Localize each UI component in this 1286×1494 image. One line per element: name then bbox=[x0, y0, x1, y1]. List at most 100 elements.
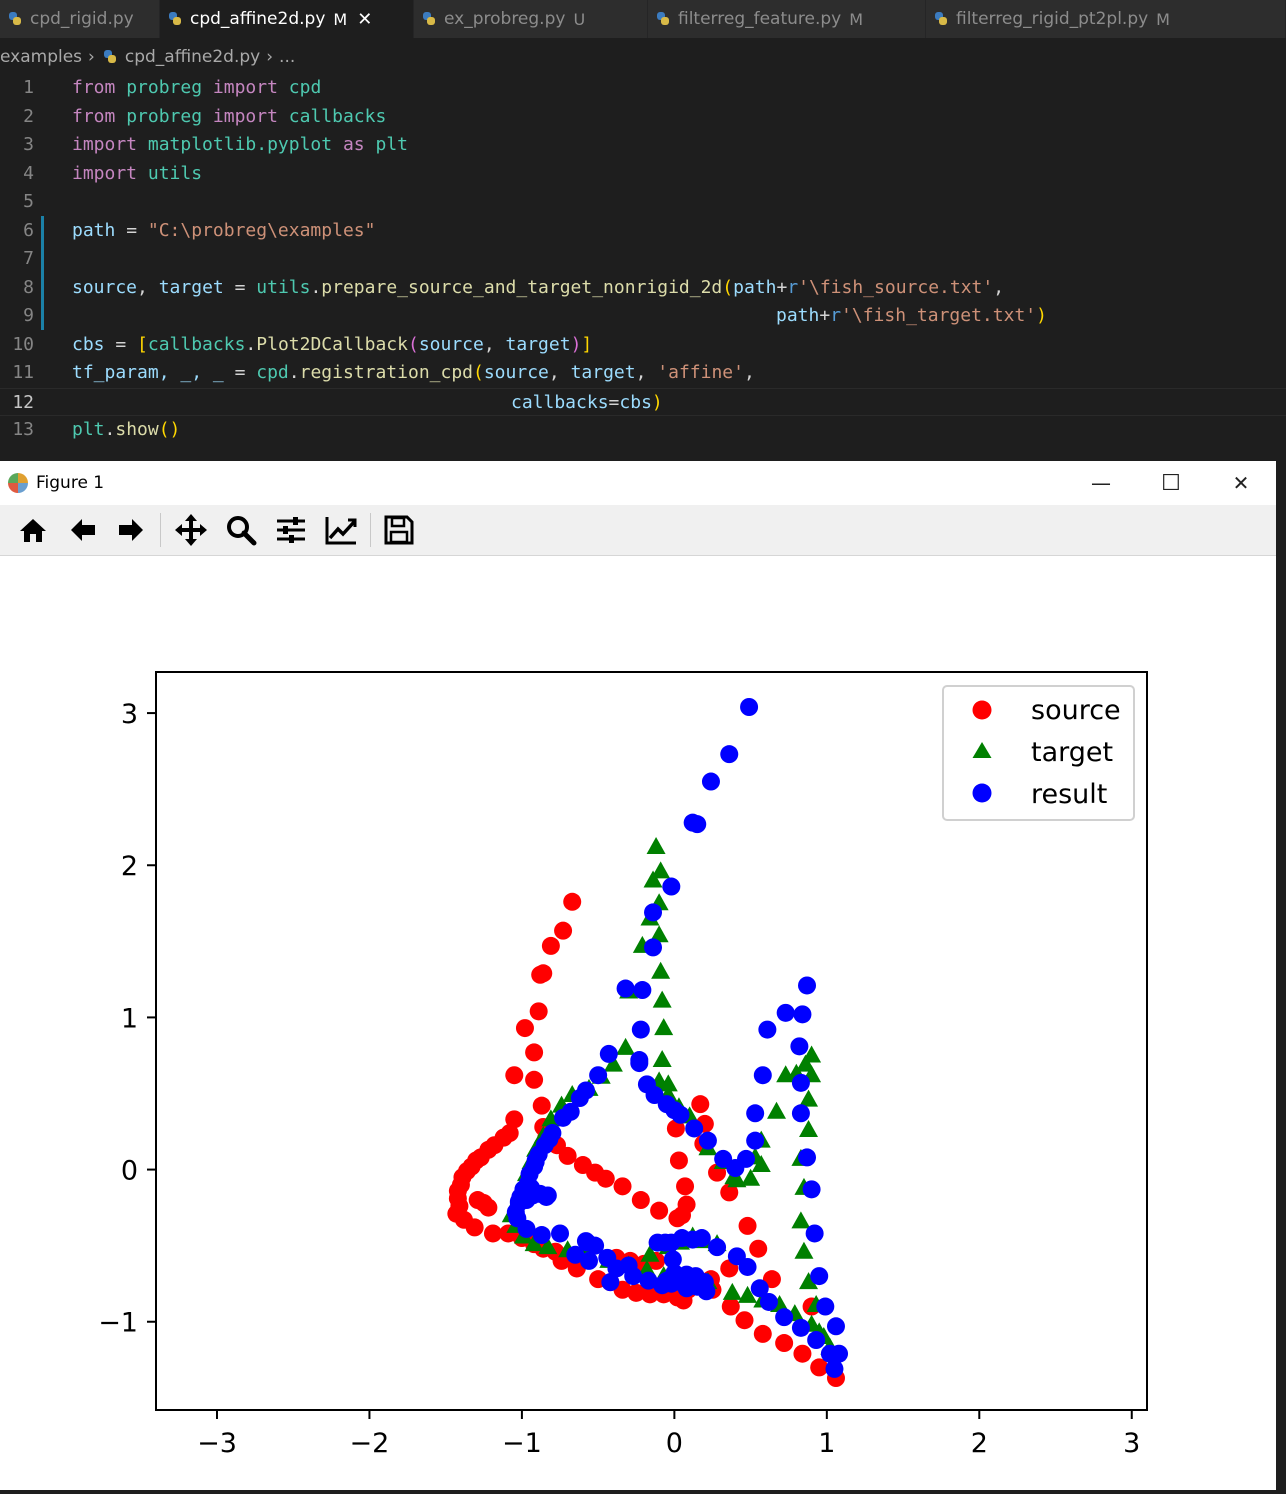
source-point bbox=[465, 1218, 484, 1237]
navigation-toolbar bbox=[0, 505, 1276, 556]
result-point bbox=[644, 903, 663, 922]
code-line: 9 path+r'\fish_target.txt') bbox=[0, 302, 1286, 331]
configure-subplots-button[interactable] bbox=[272, 511, 310, 549]
breadcrumb-more[interactable]: ... bbox=[279, 47, 296, 67]
result-point bbox=[830, 1344, 849, 1363]
code-editor[interactable]: 1 from probreg import cpd 2 from probreg i… bbox=[0, 74, 1286, 445]
target-point bbox=[795, 1054, 815, 1072]
code-text: cbs = [callbacks.Plot2DCallback(source, … bbox=[72, 333, 593, 355]
back-button[interactable] bbox=[64, 511, 102, 549]
legend-label-result: result bbox=[1031, 779, 1107, 810]
line-number: 7 bbox=[23, 248, 34, 269]
result-point bbox=[791, 1318, 810, 1337]
code-line: 2 from probreg import callbacks bbox=[0, 103, 1286, 132]
target-point bbox=[538, 1237, 558, 1255]
pan-button[interactable] bbox=[172, 511, 210, 549]
result-point bbox=[714, 1149, 733, 1168]
breadcrumb-file[interactable]: cpd_affine2d.py bbox=[124, 47, 261, 67]
minimize-button[interactable]: — bbox=[1091, 471, 1111, 495]
result-point bbox=[644, 938, 663, 957]
target-point bbox=[741, 1168, 761, 1186]
code-line-current: 12 callbacks=cbs) bbox=[0, 387, 1286, 416]
line-number: 1 bbox=[23, 77, 34, 98]
result-point bbox=[566, 1245, 585, 1264]
maximize-button[interactable]: ☐ bbox=[1161, 470, 1181, 496]
editor-background-strip bbox=[1276, 461, 1286, 1490]
line-number: 2 bbox=[23, 105, 34, 127]
legend-marker-result bbox=[972, 783, 992, 803]
code-line: 4 import utils bbox=[0, 160, 1286, 189]
target-point bbox=[652, 990, 672, 1008]
code-text: path = "C:\probreg\examples" bbox=[72, 219, 376, 241]
x-tick-label: −2 bbox=[350, 1428, 390, 1459]
tab-filterreg-feature[interactable]: filterreg_feature.py M bbox=[648, 0, 926, 38]
line-number: 3 bbox=[23, 134, 34, 155]
forward-button[interactable] bbox=[112, 511, 150, 549]
source-point bbox=[554, 921, 573, 940]
tab-label: ex_probreg.py bbox=[444, 9, 566, 29]
configure-subplots-icon bbox=[277, 517, 305, 543]
python-file-icon bbox=[422, 12, 436, 26]
legend-box bbox=[942, 685, 1135, 821]
legend: source target result bbox=[942, 685, 1135, 821]
target-point bbox=[654, 1018, 674, 1036]
tab-filterreg-rigid-pt2pl[interactable]: filterreg_rigid_pt2pl.py M bbox=[926, 0, 1286, 38]
y-tick-label: −1 bbox=[98, 1308, 138, 1339]
result-point bbox=[537, 1187, 556, 1206]
result-point bbox=[698, 1131, 717, 1150]
x-tick-label: 3 bbox=[1123, 1428, 1140, 1459]
code-line: 5 bbox=[0, 188, 1286, 217]
result-point bbox=[807, 1331, 826, 1350]
source-point bbox=[525, 1070, 544, 1089]
close-window-button[interactable]: ✕ bbox=[1232, 471, 1250, 495]
data-points bbox=[447, 697, 849, 1388]
edit-axis-icon bbox=[325, 517, 357, 545]
tab-cpd-rigid[interactable]: cpd_rigid.py bbox=[0, 0, 160, 38]
save-button[interactable] bbox=[380, 511, 418, 549]
target-point bbox=[791, 1211, 811, 1229]
line-number: 6 bbox=[23, 219, 34, 241]
python-file-icon bbox=[656, 12, 670, 26]
result-point bbox=[720, 745, 739, 764]
line-number: 9 bbox=[23, 305, 34, 326]
result-point bbox=[570, 1089, 589, 1108]
legend-label-target: target bbox=[1031, 737, 1113, 768]
back-icon bbox=[71, 519, 95, 541]
result-point bbox=[526, 1151, 545, 1170]
source-point bbox=[613, 1177, 632, 1196]
source-point bbox=[691, 1095, 710, 1114]
code-text: import matplotlib.pyplot as plt bbox=[72, 134, 408, 155]
result-point bbox=[633, 981, 652, 1000]
source-point bbox=[505, 1066, 524, 1085]
result-point bbox=[692, 1229, 711, 1248]
result-point bbox=[619, 1256, 638, 1275]
target-point bbox=[651, 961, 671, 979]
edit-axis-button[interactable] bbox=[322, 511, 360, 549]
result-point bbox=[708, 1238, 727, 1257]
plot-canvas[interactable]: −3 −2 −1 0 1 2 3 −1 0 1 2 3 source target result bbox=[0, 556, 1276, 1490]
result-point bbox=[589, 1066, 608, 1085]
home-button[interactable] bbox=[14, 511, 52, 549]
breadcrumb-folder[interactable]: examples bbox=[0, 47, 83, 67]
source-point bbox=[738, 1216, 757, 1235]
forward-icon bbox=[119, 519, 143, 541]
result-point bbox=[798, 976, 817, 995]
python-file-icon bbox=[934, 12, 948, 26]
line-number: 13 bbox=[12, 419, 34, 440]
source-point bbox=[793, 1344, 812, 1363]
target-point bbox=[524, 1234, 544, 1252]
zoom-button[interactable] bbox=[222, 511, 260, 549]
legend-label-source: source bbox=[1031, 695, 1121, 726]
target-point bbox=[646, 836, 666, 854]
source-point bbox=[650, 1201, 669, 1220]
code-line: 7 bbox=[0, 245, 1286, 274]
result-point bbox=[662, 877, 681, 896]
close-tab-icon[interactable]: ✕ bbox=[357, 8, 373, 30]
source-point bbox=[505, 1110, 524, 1129]
result-point bbox=[663, 1250, 682, 1269]
code-text: source, target = utils.prepare_source_an… bbox=[72, 276, 1005, 298]
target-point bbox=[640, 1244, 660, 1262]
tab-ex-probreg[interactable]: ex_probreg.py U bbox=[414, 0, 648, 38]
tab-cpd-affine2d[interactable]: cpd_affine2d.py M ✕ bbox=[160, 0, 414, 38]
result-point bbox=[683, 813, 702, 832]
